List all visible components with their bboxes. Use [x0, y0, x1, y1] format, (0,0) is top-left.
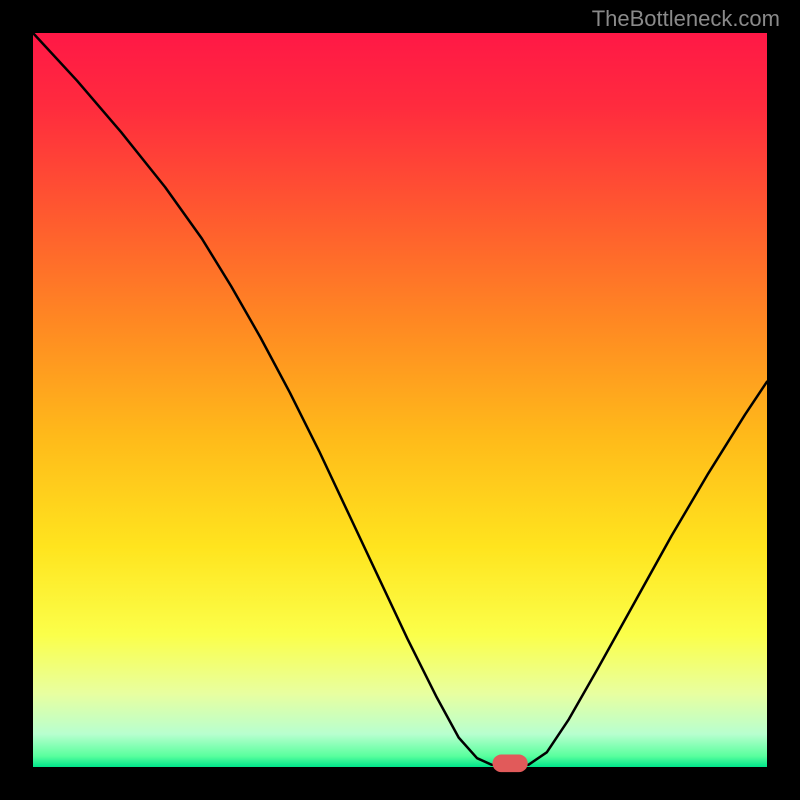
watermark-label: TheBottleneck.com [592, 6, 780, 31]
optimal-marker [492, 755, 527, 773]
chart-container: { "watermark": { "text": "TheBottleneck.… [0, 0, 800, 800]
bottleneck-chart: TheBottleneck.com [0, 0, 800, 800]
plot-background [33, 33, 767, 767]
